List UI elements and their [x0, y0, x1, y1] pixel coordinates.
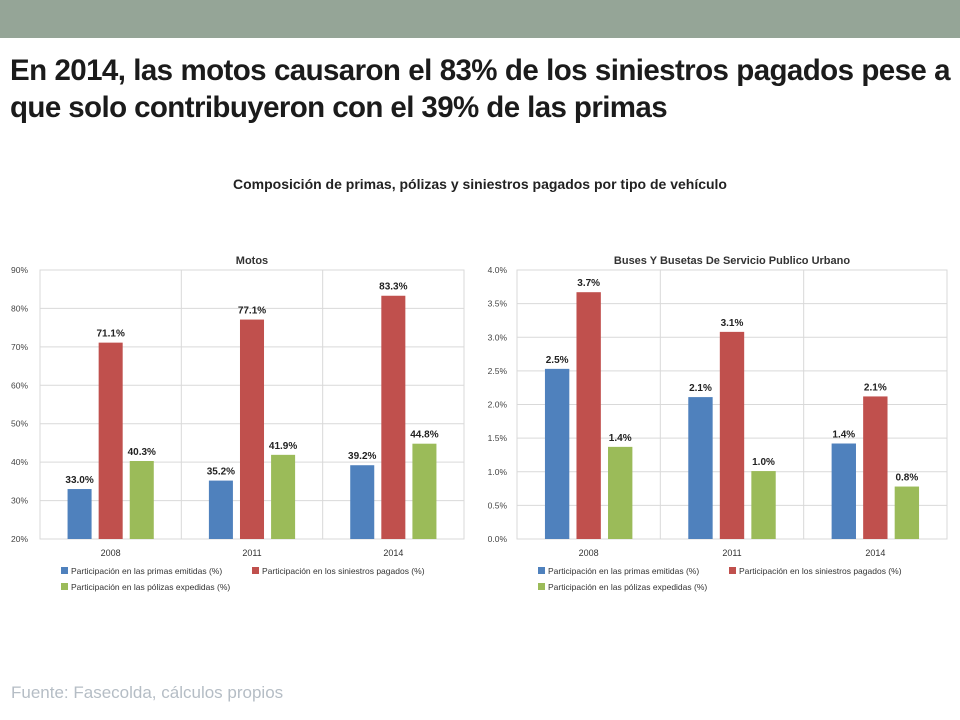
- bar: [608, 446, 633, 539]
- bar: [863, 396, 888, 539]
- data-label: 1.0%: [752, 457, 775, 468]
- bar: [208, 480, 233, 539]
- bar: [688, 397, 713, 539]
- top-banner: [0, 0, 960, 38]
- bar: [894, 486, 920, 539]
- data-label: 35.2%: [207, 467, 235, 478]
- y-tick-label: 1.0%: [488, 467, 508, 477]
- source-note: Fuente: Fasecolda, cálculos propios: [11, 683, 284, 702]
- legend-label: Participación en las primas emitidas (%): [548, 566, 699, 576]
- slide-subtitle: Composición de primas, pólizas y siniest…: [233, 176, 727, 192]
- bar: [98, 342, 123, 539]
- chart-buses: Buses Y Busetas De Servicio Publico Urba…: [488, 255, 948, 592]
- y-tick-label: 3.0%: [488, 332, 508, 342]
- data-label: 71.1%: [96, 329, 124, 340]
- bar: [412, 443, 437, 539]
- y-tick-label: 1.5%: [488, 433, 508, 443]
- bar: [576, 292, 601, 539]
- chart-buses-panel: Buses Y Busetas De Servicio Publico Urba…: [478, 252, 950, 602]
- legend-label: Participación en las pólizas expedidas (…: [548, 582, 707, 592]
- bar: [544, 368, 570, 539]
- y-tick-label: 60%: [11, 380, 28, 390]
- y-tick-label: 0.5%: [488, 500, 508, 510]
- bar: [719, 331, 745, 539]
- legend-label: Participación en los siniestros pagados …: [262, 566, 425, 576]
- bar: [67, 489, 92, 539]
- data-label: 2.5%: [546, 355, 569, 366]
- data-label: 83.3%: [379, 282, 407, 293]
- bar: [831, 443, 856, 539]
- y-tick-label: 2.0%: [488, 400, 508, 410]
- bar: [129, 460, 154, 539]
- data-label: 2.1%: [864, 382, 887, 393]
- x-tick-label: 2011: [722, 548, 741, 558]
- chart-motos: Motos 20% 30% 40% 50% 60% 70% 80% 90% 33.0% 35.2% 3…: [11, 255, 465, 592]
- y-tick-label: 3.5%: [488, 299, 508, 309]
- data-label: 40.3%: [128, 447, 156, 458]
- chart-title: Motos: [236, 255, 268, 267]
- y-tick-label: 70%: [11, 342, 28, 352]
- chart-motos-panel: Motos 20% 30% 40% 50% 60% 70% 80% 90% 33.0% 35.2% 3…: [0, 252, 472, 602]
- bar: [751, 471, 776, 539]
- data-label: 2.1%: [689, 383, 712, 394]
- data-label: 77.1%: [238, 306, 266, 317]
- y-tick-label: 0.0%: [488, 534, 508, 544]
- legend-swatch: [538, 567, 545, 574]
- legend-swatch: [252, 567, 259, 574]
- y-tick-label: 20%: [11, 534, 28, 544]
- data-label: 1.4%: [832, 430, 855, 441]
- slide-headline: En 2014, las motos causaron el 83% de lo…: [10, 54, 951, 124]
- data-label: 39.2%: [348, 451, 376, 462]
- y-tick-label: 30%: [11, 496, 28, 506]
- data-label: 41.9%: [269, 441, 297, 452]
- x-tick-label: 2008: [101, 548, 121, 558]
- y-tick-label: 50%: [11, 419, 28, 429]
- legend-swatch: [61, 583, 68, 590]
- legend-swatch: [538, 583, 545, 590]
- y-tick-label: 2.5%: [488, 366, 508, 376]
- data-label: 1.4%: [609, 433, 632, 444]
- legend-label: Participación en las primas emitidas (%): [71, 566, 222, 576]
- data-label: 44.8%: [410, 430, 438, 441]
- data-label: 0.8%: [895, 473, 918, 484]
- y-tick-label: 90%: [11, 265, 28, 275]
- bar: [350, 465, 375, 539]
- bar: [239, 319, 265, 539]
- x-tick-label: 2011: [242, 548, 261, 558]
- bar: [381, 295, 406, 539]
- y-tick-label: 80%: [11, 303, 28, 313]
- data-label: 33.0%: [65, 475, 93, 486]
- legend-label: Participación en las pólizas expedidas (…: [71, 582, 230, 592]
- x-tick-label: 2008: [579, 548, 599, 558]
- bar: [271, 454, 296, 539]
- x-tick-label: 2014: [865, 548, 885, 558]
- data-label: 3.7%: [577, 278, 600, 289]
- y-tick-label: 40%: [11, 457, 28, 467]
- legend-swatch: [61, 567, 68, 574]
- data-label: 3.1%: [721, 318, 744, 329]
- legend-label: Participación en los siniestros pagados …: [739, 566, 902, 576]
- y-tick-label: 4.0%: [488, 265, 508, 275]
- legend-swatch: [729, 567, 736, 574]
- chart-title: Buses Y Busetas De Servicio Publico Urba…: [614, 255, 850, 267]
- x-tick-label: 2014: [383, 548, 403, 558]
